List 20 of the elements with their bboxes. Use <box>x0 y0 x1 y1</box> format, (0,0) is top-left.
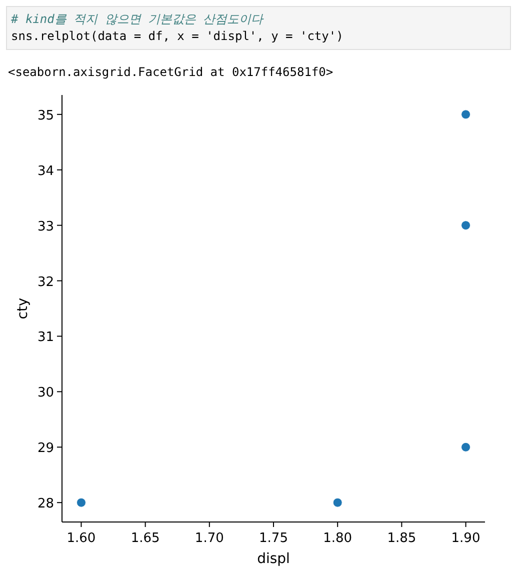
y-tick-label: 29 <box>37 441 54 456</box>
y-tick-label: 33 <box>37 219 54 234</box>
x-axis-title: displ <box>257 551 290 567</box>
text: sns.relplot(data = df, x = 'displ', y = 'cty') <box>11 28 344 45</box>
text: <seaborn.axisgrid.FacetGrid at 0x17ff46581f0> <box>8 65 334 79</box>
x-tick-label: 1.70 <box>194 531 224 546</box>
x-tick-label: 1.75 <box>259 531 288 546</box>
x-tick-label: 1.65 <box>130 531 160 546</box>
y-tick-label: 32 <box>37 274 54 290</box>
y-tick-label: 28 <box>37 496 54 512</box>
x-tick-label: 1.85 <box>387 531 416 546</box>
y-tick-label: 30 <box>37 386 54 401</box>
y-tick-label: 34 <box>37 164 54 179</box>
x-tick-label: 1.90 <box>451 531 480 546</box>
x-tick-label: 1.60 <box>66 531 96 546</box>
y-axis-title: cty <box>15 298 31 320</box>
text: # kind를 적지 않으면 기본값은 산점도이다 <box>11 11 265 28</box>
y-tick-label: 35 <box>37 108 54 124</box>
x-tick-label: 1.80 <box>323 531 352 546</box>
y-tick-label: 31 <box>37 330 54 346</box>
